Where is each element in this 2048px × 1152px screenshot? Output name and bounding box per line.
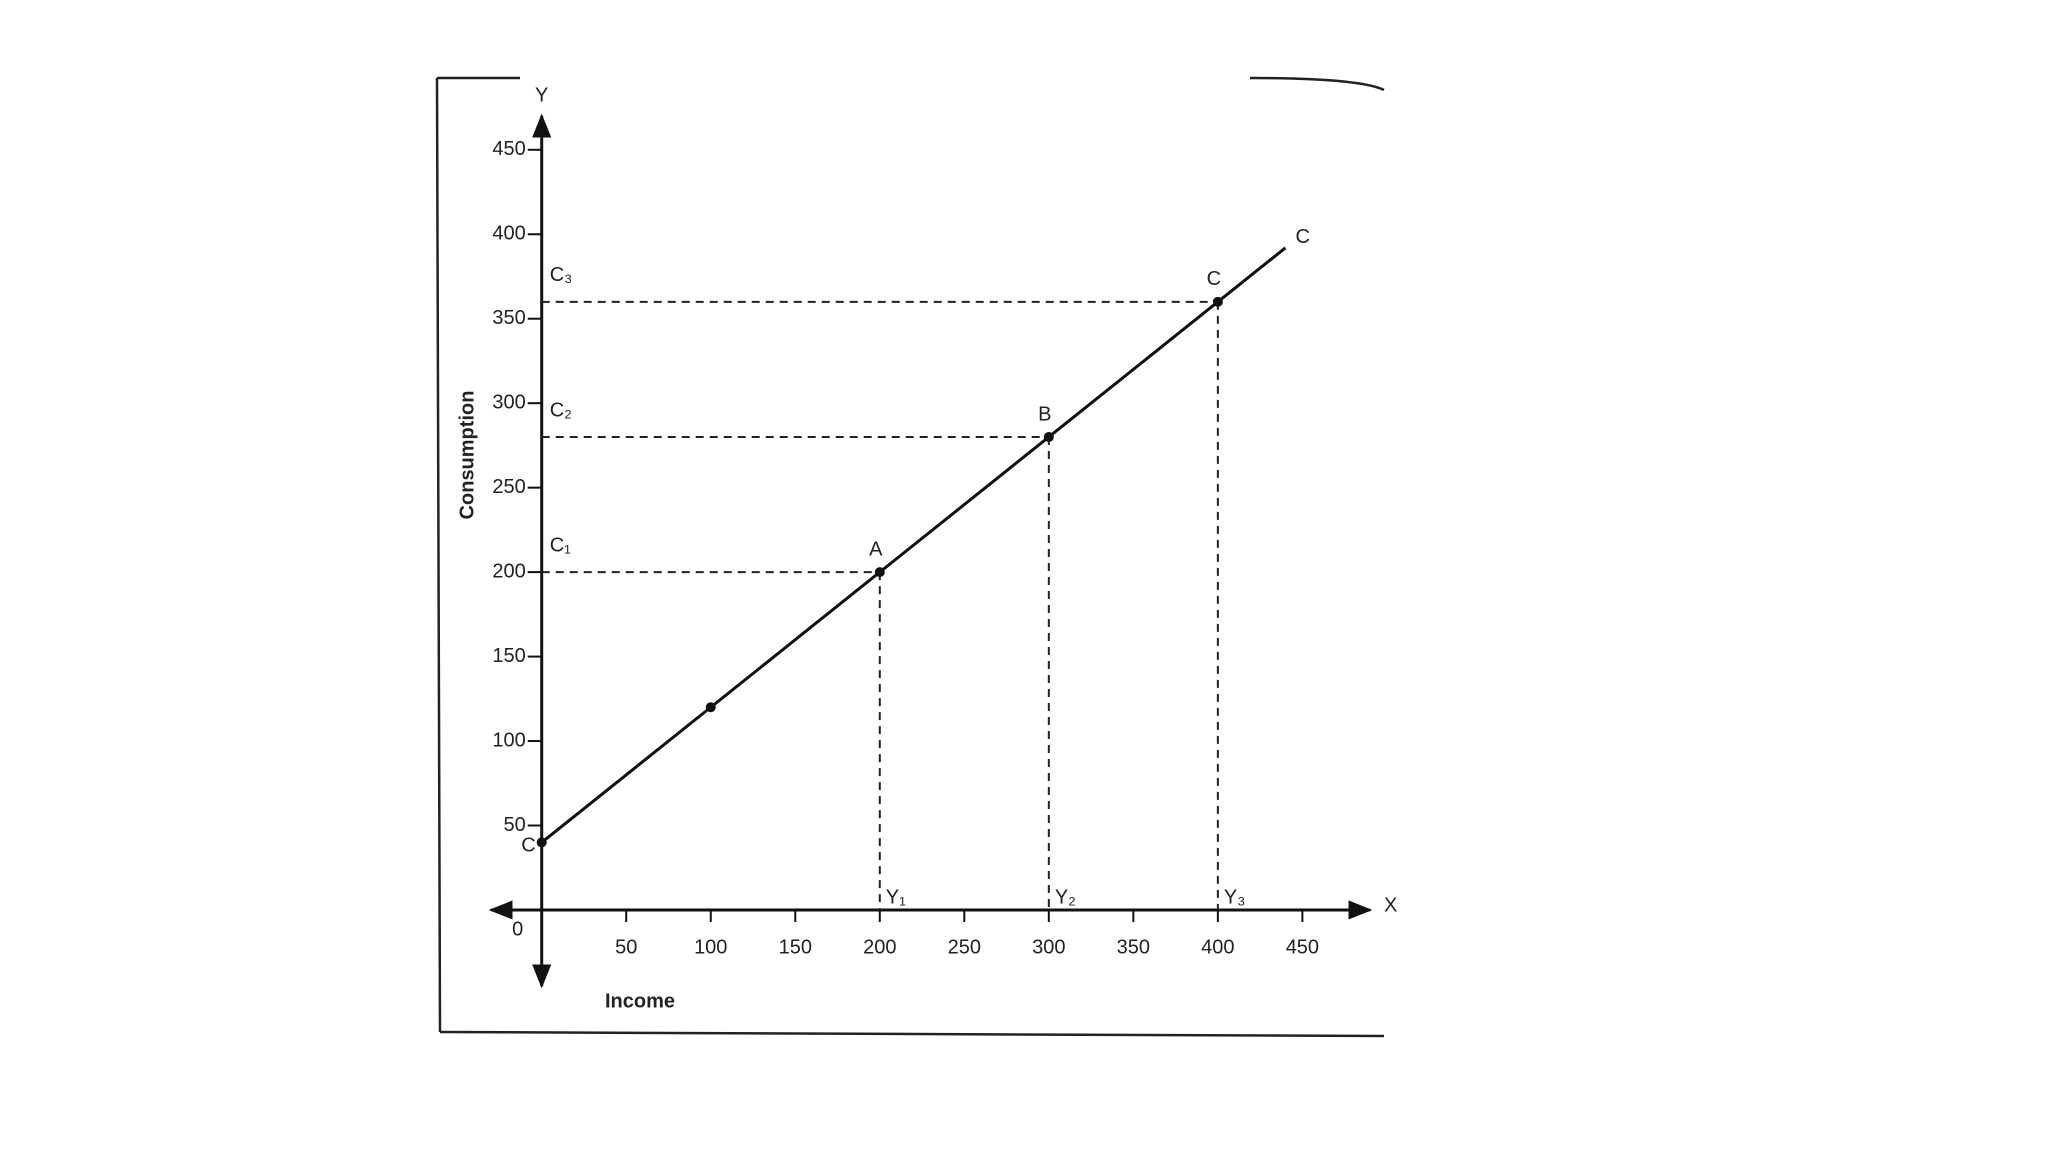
x-tick-label: 250 xyxy=(948,936,981,958)
frame-corner xyxy=(1249,76,1385,92)
y-axis-title: Consumption xyxy=(456,391,478,520)
x-tick-label: 150 xyxy=(779,936,812,958)
guide-y-label: C₃ xyxy=(550,264,573,286)
point-label: A xyxy=(869,538,883,560)
x-tick-label: 450 xyxy=(1286,936,1319,958)
point xyxy=(705,702,716,713)
point xyxy=(1043,431,1054,442)
y-axis-letter: Y xyxy=(535,84,548,106)
y-tick-label: 300 xyxy=(492,391,525,413)
point xyxy=(536,837,547,848)
point xyxy=(874,567,885,578)
y-tick-label: 150 xyxy=(492,645,525,667)
guide-y-label: C₁ xyxy=(550,534,571,556)
point xyxy=(1212,296,1223,307)
origin-label: 0 xyxy=(512,918,523,940)
x-tick-label: 300 xyxy=(1032,936,1065,958)
x-axis-letter: X xyxy=(1384,894,1397,916)
line-label: C xyxy=(1295,226,1309,248)
x-tick-label: 350 xyxy=(1117,936,1150,958)
y-tick-label: 450 xyxy=(492,138,525,160)
frame-bottom xyxy=(439,1030,1385,1038)
guide-y-label: C₂ xyxy=(550,399,572,421)
point-label: C xyxy=(1207,268,1221,290)
x-tick-label: 400 xyxy=(1201,936,1234,958)
page-frame xyxy=(435,76,1385,1038)
x-tick-label: 50 xyxy=(615,936,637,958)
frame-left xyxy=(435,77,442,1033)
point-label: B xyxy=(1038,403,1051,425)
guide-x-label: Y₂ xyxy=(1055,886,1076,908)
x-axis-title: Income xyxy=(605,990,675,1012)
y-tick-label: 50 xyxy=(503,814,525,836)
consumption-line xyxy=(540,246,1287,844)
y-tick-label: 200 xyxy=(492,560,525,582)
y-tick-label: 250 xyxy=(492,476,525,498)
x-tick-label: 100 xyxy=(694,936,727,958)
y-tick-label: 350 xyxy=(492,307,525,329)
y-tick-label: 400 xyxy=(492,223,525,245)
point-label: C xyxy=(521,835,535,857)
y-tick-label: 100 xyxy=(492,729,525,751)
x-tick-label: 200 xyxy=(863,936,896,958)
guide-x-label: Y₁ xyxy=(886,886,906,908)
guide-x-label: Y₃ xyxy=(1224,886,1245,908)
